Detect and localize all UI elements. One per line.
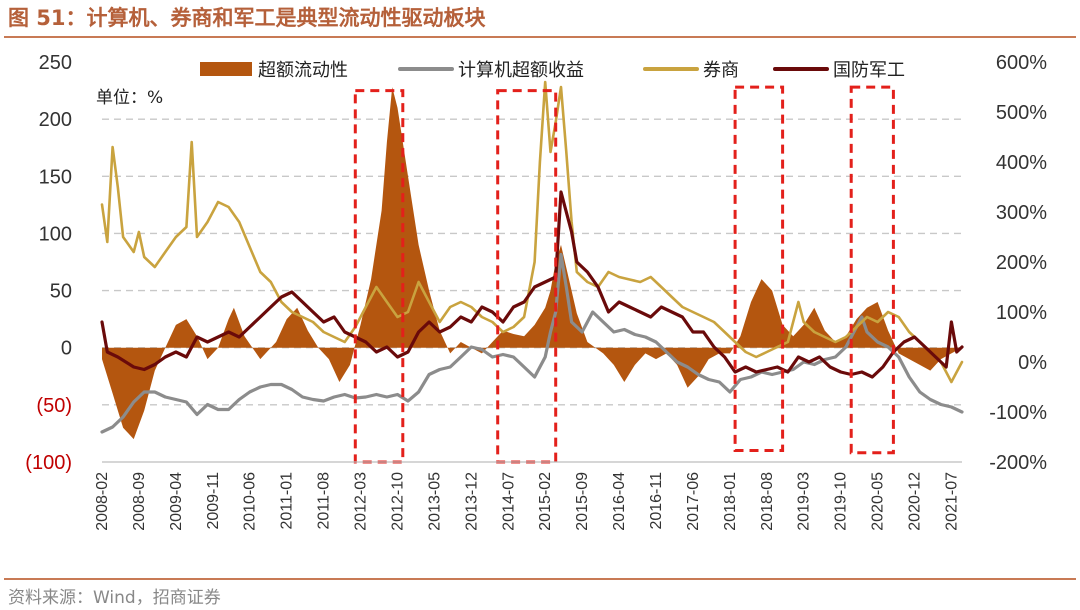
x-tick-label: 2008-09 xyxy=(131,472,148,531)
highlight-boxes xyxy=(353,85,895,464)
series-area-excess-liquidity xyxy=(102,87,962,440)
series-line-defense xyxy=(100,190,964,379)
source-note: 资料来源：Wind，招商证券 xyxy=(8,588,221,608)
x-tick-label: 2011-01 xyxy=(279,472,296,530)
x-tick-label: 2009-04 xyxy=(168,472,185,531)
x-tick-label: 2018-01 xyxy=(722,472,739,531)
legend-item: 计算机超额收益 xyxy=(398,60,584,81)
right-tick-label: -200% xyxy=(989,452,1047,474)
x-tick-label: 2013-05 xyxy=(426,472,443,531)
x-tick-label: 2016-04 xyxy=(611,472,628,531)
legend-item: 券商 xyxy=(643,60,739,81)
excess-liquidity-area-layer xyxy=(102,87,962,440)
legend: 超额流动性 计算机超额收益 券商 国防军工 xyxy=(200,60,905,81)
x-tick-label: 2016-11 xyxy=(648,472,665,530)
x-tick-label: 2019-03 xyxy=(796,472,813,531)
highlight-box xyxy=(849,85,895,455)
x-tick-label: 2013-12 xyxy=(463,472,480,531)
series-lines-layer xyxy=(100,80,964,434)
left-tick-label: 150 xyxy=(39,166,72,188)
legend-swatch xyxy=(200,62,252,76)
legend-item: 国防军工 xyxy=(773,60,905,81)
left-tick-label: (100) xyxy=(25,452,72,474)
right-tick-label: 400% xyxy=(996,152,1047,174)
x-tick-label: 2019-10 xyxy=(833,472,850,531)
right-tick-label: 300% xyxy=(996,202,1047,224)
right-axis: 600% 500% 400% 300% 200% 100% 0% -100% -200% xyxy=(989,52,1047,474)
right-tick-label: 0% xyxy=(1018,352,1047,374)
x-tick-label: 2020-05 xyxy=(870,472,887,531)
figure-title: 图 51：计算机、券商和军工是典型流动性驱动板块 xyxy=(8,6,486,30)
grid-lines xyxy=(102,118,962,406)
right-tick-label: 600% xyxy=(996,52,1047,74)
x-tick-label: 2012-10 xyxy=(390,472,407,531)
x-tick-label: 2018-08 xyxy=(759,472,776,531)
x-tick-label: 2020-12 xyxy=(907,472,924,531)
series-line-broker xyxy=(100,80,964,384)
left-tick-label: 0 xyxy=(61,338,72,360)
left-tick-label: 200 xyxy=(39,109,72,131)
right-tick-label: 500% xyxy=(996,102,1047,124)
x-tick-label: 2021-07 xyxy=(943,472,960,531)
right-tick-label: 100% xyxy=(996,302,1047,324)
unit-label: 单位：% xyxy=(96,88,163,108)
legend-label: 券商 xyxy=(703,60,739,81)
highlight-box xyxy=(496,89,558,464)
left-tick-label: (50) xyxy=(36,395,72,417)
legend-label: 国防军工 xyxy=(833,60,905,81)
chart: 250 200 150 100 50 0 (50) (100) 600% 500% 400% 300… xyxy=(25,52,1047,531)
left-tick-label: 250 xyxy=(39,52,72,74)
left-tick-label: 100 xyxy=(39,223,72,245)
x-tick-label: 2014-07 xyxy=(500,472,517,531)
legend-label: 超额流动性 xyxy=(258,60,348,81)
highlight-box xyxy=(733,85,785,452)
x-tick-label: 2009-11 xyxy=(205,472,222,530)
legend-label: 计算机超额收益 xyxy=(458,60,584,81)
legend-item: 超额流动性 xyxy=(200,60,348,81)
x-tick-label: 2015-09 xyxy=(574,472,591,531)
x-tick-label: 2017-06 xyxy=(685,472,702,531)
bottom-rule xyxy=(4,578,1076,580)
x-tick-label: 2010-06 xyxy=(242,472,259,531)
x-tick-label: 2011-08 xyxy=(316,472,333,530)
x-tick-label: 2008-02 xyxy=(94,472,111,531)
x-tick-label: 2012-03 xyxy=(353,472,370,531)
left-axis: 250 200 150 100 50 0 (50) (100) xyxy=(25,52,72,474)
right-tick-label: -100% xyxy=(989,402,1047,424)
right-tick-label: 200% xyxy=(996,252,1047,274)
title-rule xyxy=(4,36,1076,38)
x-axis: 2008-02 2008-09 2009-04 2009-11 2010-06 2011-… xyxy=(94,461,962,531)
x-tick-label: 2015-02 xyxy=(537,472,554,531)
left-tick-label: 50 xyxy=(50,281,72,303)
